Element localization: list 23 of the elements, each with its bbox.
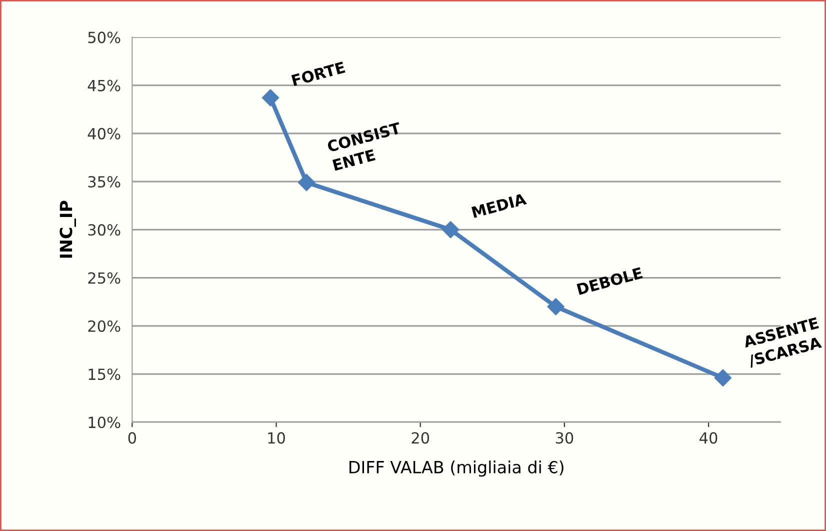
x-axis-title: DIFF VALAB (migliaia di €) bbox=[350, 460, 564, 477]
point bbox=[298, 174, 316, 192]
y-tick-label: 35% bbox=[88, 176, 120, 188]
point bbox=[714, 369, 732, 386]
x-tick-label: 0 bbox=[128, 432, 136, 444]
point bbox=[547, 298, 564, 316]
point bbox=[442, 221, 460, 238]
y-tick-label: 10% bbox=[88, 416, 120, 428]
y-tick-label: 20% bbox=[88, 320, 120, 332]
point bbox=[262, 89, 280, 106]
y-tick-label: 45% bbox=[88, 80, 120, 92]
annotation: FORTE bbox=[291, 61, 346, 86]
y-tick-label: 40% bbox=[88, 128, 120, 140]
annotation: MEDIA bbox=[472, 193, 527, 218]
x-tick-label: 20 bbox=[412, 432, 430, 444]
y-axis-title: INC_IP bbox=[60, 200, 76, 258]
y-tick-label: 15% bbox=[88, 368, 120, 380]
y-tick-label: 50% bbox=[88, 32, 120, 44]
x-tick-label: 10 bbox=[268, 432, 285, 444]
x-tick-label: 40 bbox=[700, 432, 718, 444]
y-tick-label: 25% bbox=[88, 272, 120, 284]
x-tick-label: 30 bbox=[556, 432, 574, 444]
y-tick-label: 30% bbox=[88, 224, 120, 236]
